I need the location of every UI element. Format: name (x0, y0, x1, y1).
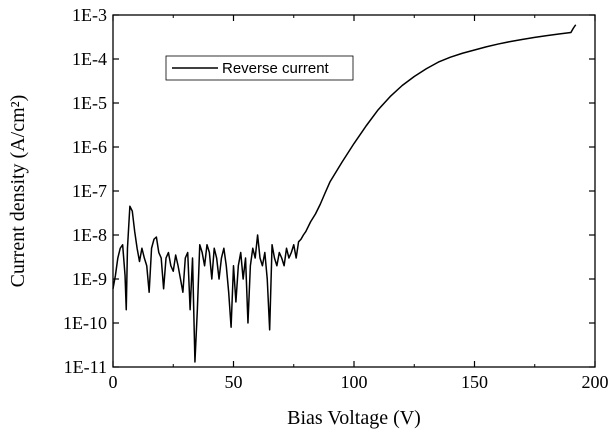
y-tick-label: 1E-4 (72, 49, 107, 69)
x-axis-title: Bias Voltage (V) (287, 407, 421, 429)
y-tick-label: 1E-10 (63, 313, 107, 333)
y-tick-label: 1E-5 (72, 93, 107, 113)
x-tick-label: 200 (582, 372, 609, 392)
y-tick-label: 1E-7 (72, 181, 107, 201)
ticks (112, 14, 596, 368)
series-line-reverse-current (112, 24, 577, 363)
x-tick-label: 0 (109, 372, 118, 392)
y-tick-label: 1E-6 (72, 137, 107, 157)
x-tick-label: 150 (461, 372, 488, 392)
x-tick-label: 50 (225, 372, 243, 392)
y-tick-label: 1E-11 (64, 357, 107, 377)
y-axis-title: Current density (A/cm²) (7, 95, 29, 288)
x-tick-label: 100 (341, 372, 368, 392)
y-tick-label: 1E-9 (72, 269, 107, 289)
y-tick-label: 1E-8 (72, 225, 107, 245)
legend: Reverse current (165, 55, 354, 81)
y-tick-label: 1E-3 (72, 5, 107, 25)
tick-labels: 0 50 100 150 200 1E-11 1E-10 1E-9 1E-8 1E-7 1E-6 1E… (63, 5, 609, 392)
legend-label: Reverse current (222, 60, 330, 77)
